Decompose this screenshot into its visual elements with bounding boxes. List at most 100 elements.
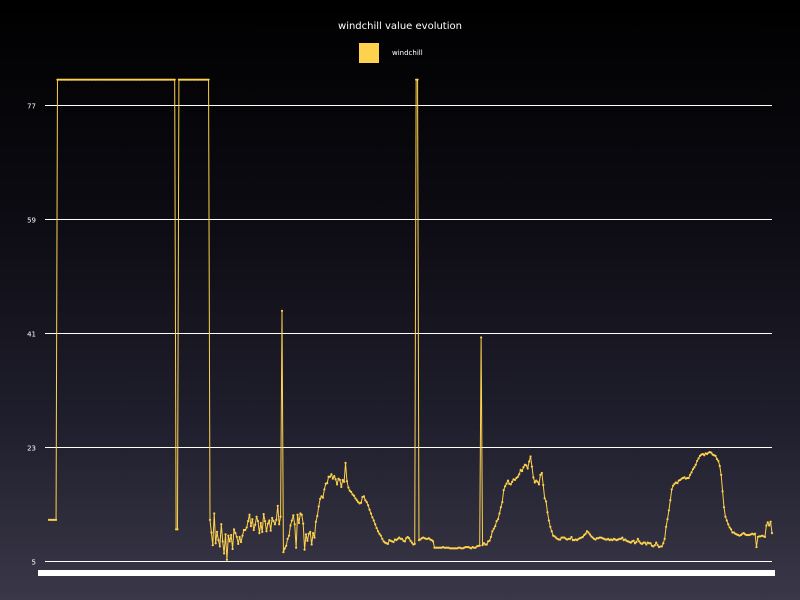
- data-point: [635, 540, 638, 544]
- data-point: [431, 540, 435, 543]
- data-point: [290, 519, 293, 522]
- data-point: [286, 537, 289, 540]
- data-point: [330, 473, 333, 476]
- data-point: [310, 543, 313, 546]
- data-point: [214, 542, 217, 545]
- data-point: [54, 518, 58, 521]
- data-point: [528, 460, 531, 463]
- data-point: [689, 473, 692, 476]
- data-point: [345, 480, 349, 483]
- data-point: [262, 513, 265, 516]
- data-point: [587, 531, 590, 534]
- data-point: [176, 528, 179, 531]
- data-point: [395, 539, 398, 542]
- data-point: [355, 499, 358, 502]
- data-point: [223, 552, 226, 555]
- data-point: [234, 532, 237, 535]
- data-point: [269, 529, 272, 532]
- data-point: [403, 540, 406, 543]
- data-point: [537, 483, 541, 486]
- data-point: [381, 537, 384, 540]
- data-point: [364, 499, 367, 502]
- data-point: [667, 509, 671, 512]
- data-point: [585, 530, 589, 533]
- data-point: [481, 544, 484, 547]
- data-point: [254, 523, 257, 527]
- data-point: [409, 539, 412, 542]
- data-point: [542, 483, 545, 487]
- data-point: [649, 542, 652, 545]
- data-point: [238, 535, 241, 539]
- data-point: [398, 536, 401, 539]
- data-point: [386, 542, 390, 546]
- data-point: [416, 78, 419, 81]
- data-point: [683, 476, 686, 479]
- data-point: [352, 494, 356, 497]
- data-point: [549, 525, 552, 528]
- data-point: [279, 515, 282, 518]
- data-point: [544, 500, 548, 503]
- data-point: [241, 534, 244, 537]
- data-point: [485, 543, 488, 546]
- data-point: [701, 452, 704, 456]
- data-point: [525, 464, 528, 467]
- data-point: [337, 477, 340, 480]
- data-point: [405, 537, 408, 540]
- data-point: [539, 473, 542, 476]
- data-point: [392, 540, 395, 544]
- data-point: [755, 545, 758, 549]
- data-point: [666, 518, 669, 521]
- data-point: [333, 475, 336, 478]
- data-point: [379, 534, 382, 537]
- data-point: [280, 309, 284, 312]
- data-point: [357, 501, 360, 504]
- data-point: [374, 523, 377, 526]
- data-point: [547, 519, 550, 522]
- data-point: [553, 535, 556, 538]
- data-point: [591, 536, 594, 539]
- data-point: [347, 486, 350, 489]
- data-point: [715, 457, 719, 461]
- data-point: [621, 536, 624, 539]
- data-point: [588, 533, 591, 536]
- data-point: [499, 506, 502, 509]
- data-point: [655, 541, 658, 544]
- data-point: [410, 541, 414, 544]
- data-point: [633, 542, 637, 545]
- data-point: [643, 541, 647, 544]
- data-point: [526, 467, 529, 470]
- data-point: [498, 512, 501, 515]
- data-point: [725, 519, 728, 522]
- data-point: [378, 532, 381, 535]
- data-point: [313, 536, 316, 539]
- data-point: [375, 526, 378, 530]
- data-point: [306, 539, 309, 542]
- data-point: [504, 485, 507, 488]
- data-point: [581, 535, 584, 539]
- data-point: [335, 483, 339, 486]
- data-point: [304, 533, 308, 536]
- data-point: [220, 523, 223, 526]
- data-point: [753, 532, 757, 535]
- y-tick-label: 23: [27, 445, 36, 453]
- data-point: [271, 516, 274, 520]
- data-point: [576, 539, 579, 542]
- data-point: [489, 535, 493, 539]
- data-point: [232, 528, 236, 531]
- data-point: [321, 496, 325, 499]
- data-point: [218, 545, 221, 548]
- data-point: [341, 478, 344, 482]
- data-point: [691, 468, 695, 471]
- data-point: [430, 539, 433, 542]
- data-point: [207, 78, 210, 81]
- data-point: [546, 511, 549, 514]
- data-point: [624, 538, 627, 541]
- data-point: [474, 546, 477, 549]
- legend-swatch: [359, 43, 379, 63]
- data-point: [221, 540, 224, 543]
- data-point: [307, 532, 310, 535]
- data-point: [326, 482, 329, 485]
- data-point: [513, 478, 517, 482]
- data-point: [427, 537, 430, 540]
- data-point: [303, 548, 306, 551]
